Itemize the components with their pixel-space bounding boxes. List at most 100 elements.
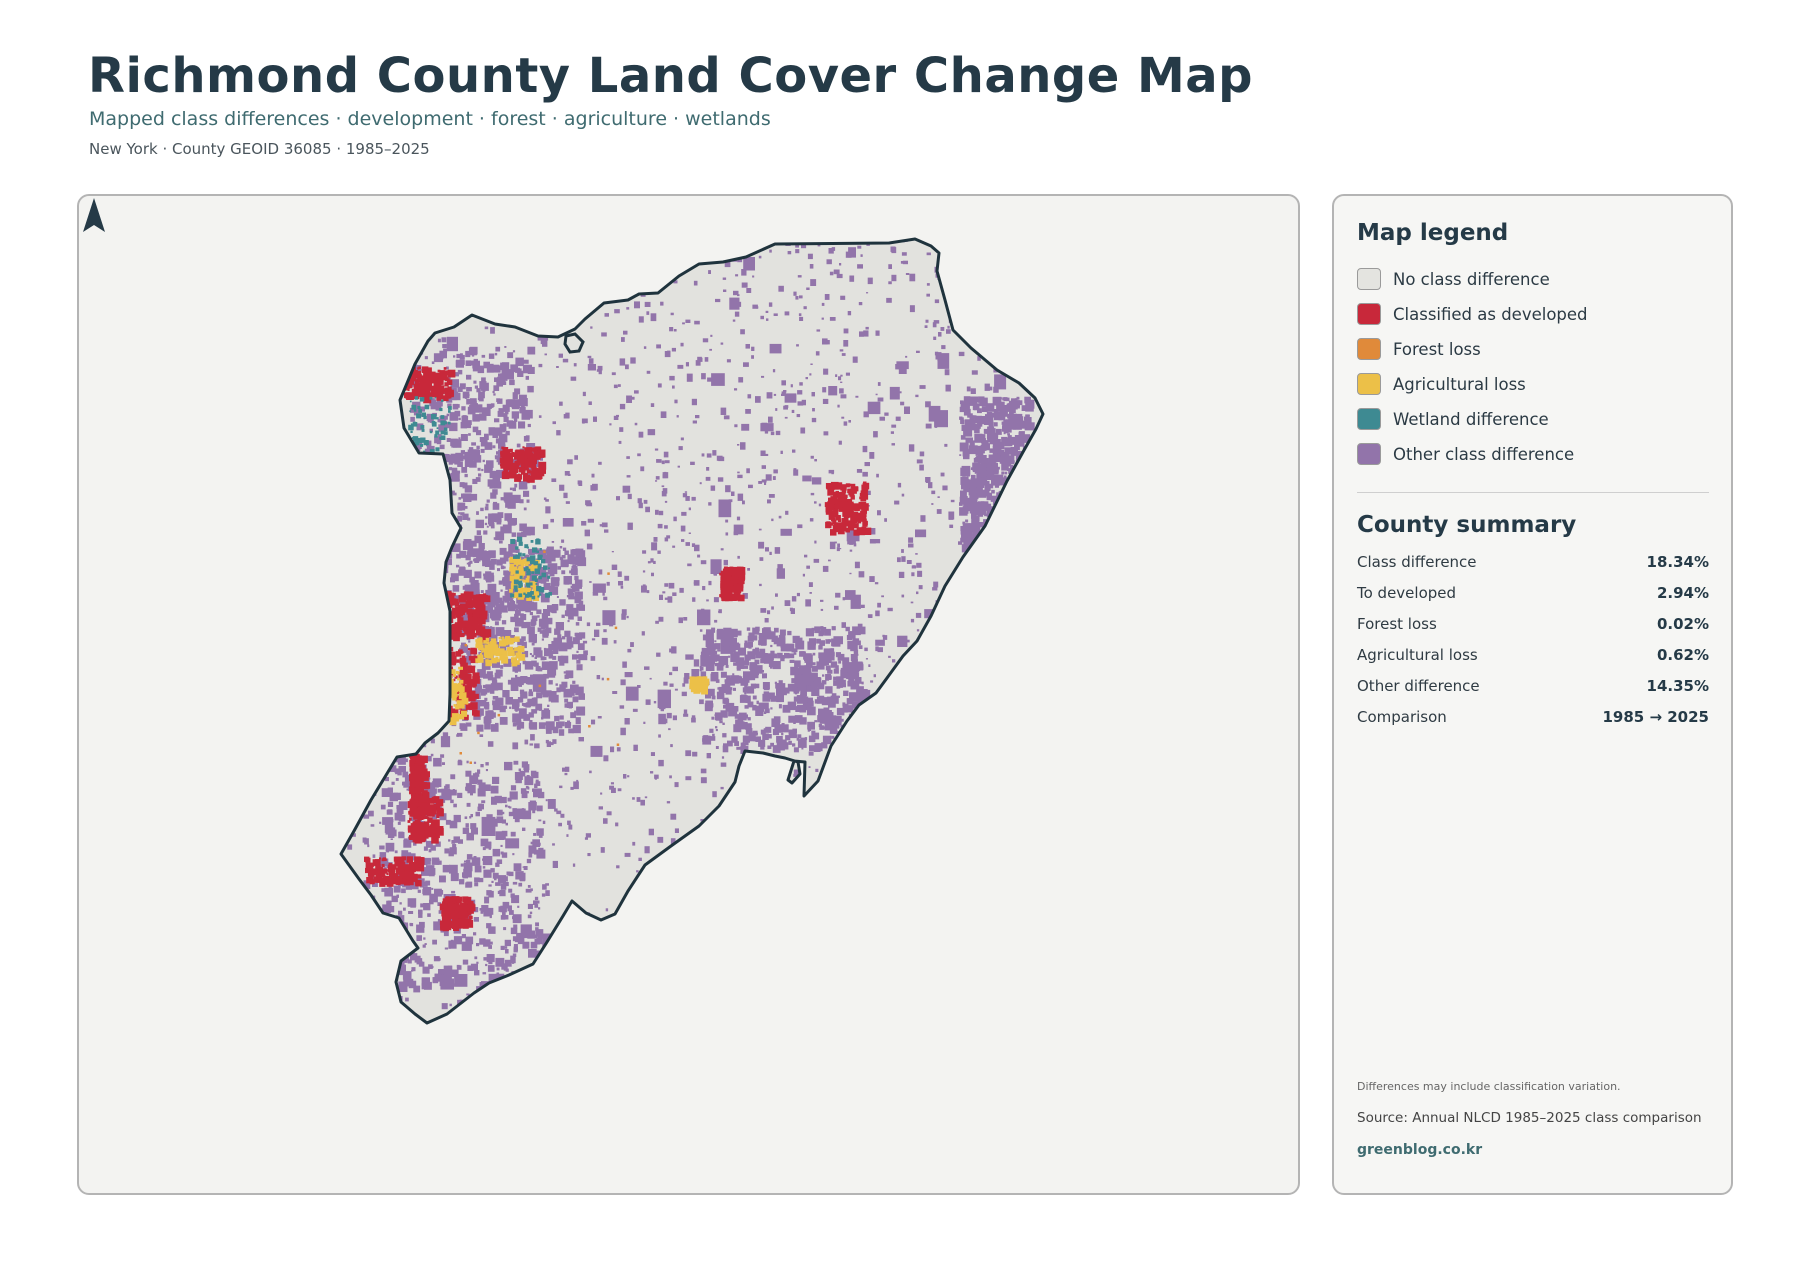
other-change-patch <box>691 543 696 547</box>
other-change-patch <box>799 316 804 321</box>
other-change-patch <box>497 568 500 572</box>
other-change-patch <box>737 920 743 927</box>
other-change-patch <box>820 608 824 611</box>
other-change-patch <box>499 600 505 606</box>
other-change-patch <box>692 420 697 424</box>
other-change-patch <box>394 812 403 821</box>
other-change-patch <box>908 537 914 543</box>
other-change-patch <box>676 415 679 418</box>
other-change-patch <box>731 491 735 496</box>
other-change-patch <box>618 581 623 586</box>
other-change-patch <box>778 704 782 709</box>
other-change-patch <box>1050 706 1052 709</box>
other-change-patch <box>857 825 861 830</box>
other-change-patch <box>488 516 494 522</box>
other-change-patch <box>851 950 856 955</box>
other-change-patch <box>500 844 503 847</box>
other-change-patch <box>620 585 624 589</box>
other-change-patch <box>836 547 840 552</box>
other-change-patch <box>919 451 925 457</box>
other-change-patch <box>962 786 975 799</box>
other-change-patch <box>554 628 561 635</box>
other-change-patch <box>482 553 491 562</box>
other-change-patch <box>561 942 564 945</box>
other-change-patch <box>1016 1005 1022 1012</box>
other-change-patch <box>994 453 1003 462</box>
other-change-patch <box>1008 526 1013 531</box>
other-change-patch <box>786 643 795 652</box>
county-map[interactable] <box>79 196 1300 1195</box>
other-change-patch <box>823 825 828 832</box>
other-change-patch <box>825 639 830 644</box>
other-change-patch <box>948 600 953 606</box>
other-change-patch <box>1042 395 1043 398</box>
other-change-patch <box>908 444 915 452</box>
other-change-patch <box>891 678 898 684</box>
other-change-patch <box>931 490 936 495</box>
other-change-patch <box>761 479 767 483</box>
other-change-patch <box>863 411 869 418</box>
other-change-patch <box>941 765 946 772</box>
other-change-patch <box>634 301 640 309</box>
other-change-patch <box>711 716 715 720</box>
other-change-patch <box>877 647 883 653</box>
other-change-patch <box>501 811 505 815</box>
other-change-patch <box>392 595 403 608</box>
other-change-patch <box>519 407 526 414</box>
other-change-patch <box>429 577 438 586</box>
other-change-patch <box>1024 422 1035 431</box>
other-change-patch <box>810 455 814 459</box>
other-change-patch <box>446 413 450 417</box>
other-change-patch <box>1038 989 1042 994</box>
other-change-patch <box>341 915 342 918</box>
other-change-patch <box>803 823 807 828</box>
other-change-patch <box>642 584 646 589</box>
other-change-patch <box>504 990 510 996</box>
other-change-patch <box>498 580 503 585</box>
other-change-patch <box>860 254 863 257</box>
other-change-patch <box>487 674 494 681</box>
other-change-patch <box>650 771 654 774</box>
other-change-patch <box>703 1018 709 1023</box>
other-change-patch <box>946 329 951 334</box>
other-change-patch <box>444 947 449 950</box>
other-change-patch <box>1027 482 1031 486</box>
other-change-patch <box>931 771 936 778</box>
other-change-patch <box>1039 276 1043 280</box>
other-change-patch <box>923 1003 928 1007</box>
map-panel[interactable]: N <box>77 194 1300 1195</box>
other-change-patch <box>969 440 975 446</box>
other-change-patch <box>1053 620 1057 624</box>
other-change-patch <box>701 1010 706 1014</box>
other-change-patch <box>485 963 488 967</box>
other-change-patch <box>492 489 498 495</box>
other-change-patch <box>651 542 658 551</box>
other-change-patch <box>814 743 823 752</box>
other-change-patch <box>598 461 602 465</box>
other-change-patch <box>465 823 469 828</box>
other-change-patch <box>663 681 668 686</box>
other-change-patch <box>552 421 556 425</box>
other-change-patch <box>425 880 431 886</box>
other-change-patch <box>685 542 690 546</box>
other-change-patch <box>477 669 486 678</box>
other-change-patch <box>751 346 755 351</box>
other-change-patch <box>778 634 786 642</box>
other-change-patch <box>917 730 920 733</box>
other-change-patch <box>424 981 432 990</box>
other-change-patch <box>740 968 745 972</box>
other-change-patch <box>784 311 790 316</box>
other-change-patch <box>662 1024 665 1028</box>
other-change-patch <box>862 471 868 477</box>
other-change-patch <box>673 882 680 889</box>
other-change-patch <box>432 939 437 945</box>
other-change-patch <box>802 475 812 482</box>
other-change-patch <box>458 497 462 500</box>
other-change-patch <box>410 902 416 908</box>
other-change-patch <box>1018 286 1023 290</box>
other-change-patch <box>960 435 966 440</box>
other-change-patch <box>661 460 665 465</box>
other-change-patch <box>846 530 860 542</box>
other-change-patch <box>456 353 461 359</box>
other-change-patch <box>462 872 468 878</box>
